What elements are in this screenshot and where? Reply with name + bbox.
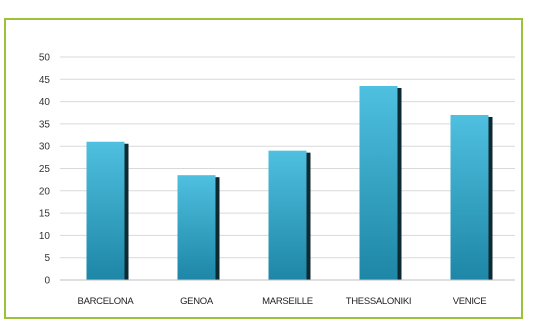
y-axis-tick-labels: 0 5 10 15 20 25 30 35 40 45 50: [39, 53, 51, 287]
x-category-label: BARCELONA: [78, 296, 135, 307]
bar-venice: [450, 114, 489, 280]
y-tick-label: 30: [39, 142, 51, 153]
x-category-label: MARSEILLE: [262, 296, 313, 307]
x-category-label: THESSALONIKI: [346, 296, 412, 307]
bar-thessaloniki: [359, 85, 398, 281]
gridlines: [60, 56, 515, 259]
y-tick-label: 15: [39, 209, 51, 220]
y-tick-label: 45: [39, 75, 51, 86]
y-tick-label: 5: [44, 253, 50, 264]
y-tick-label: 20: [39, 186, 51, 197]
y-tick-label: 25: [39, 164, 51, 175]
bar-marseille: [268, 150, 307, 280]
bar-genoa: [177, 175, 216, 280]
y-tick-label: 10: [39, 231, 51, 242]
bar-barcelona: [86, 141, 125, 280]
x-category-label: GENOA: [180, 296, 214, 307]
y-tick-label: 35: [39, 119, 51, 130]
x-axis-category-labels: BARCELONA GENOA MARSEILLE THESSALONIKI VENIC…: [78, 296, 487, 307]
x-category-label: VENICE: [453, 296, 487, 307]
bars: [86, 85, 493, 281]
y-tick-label: 50: [39, 53, 51, 64]
y-tick-label: 0: [44, 276, 50, 287]
y-tick-label: 40: [39, 97, 51, 108]
